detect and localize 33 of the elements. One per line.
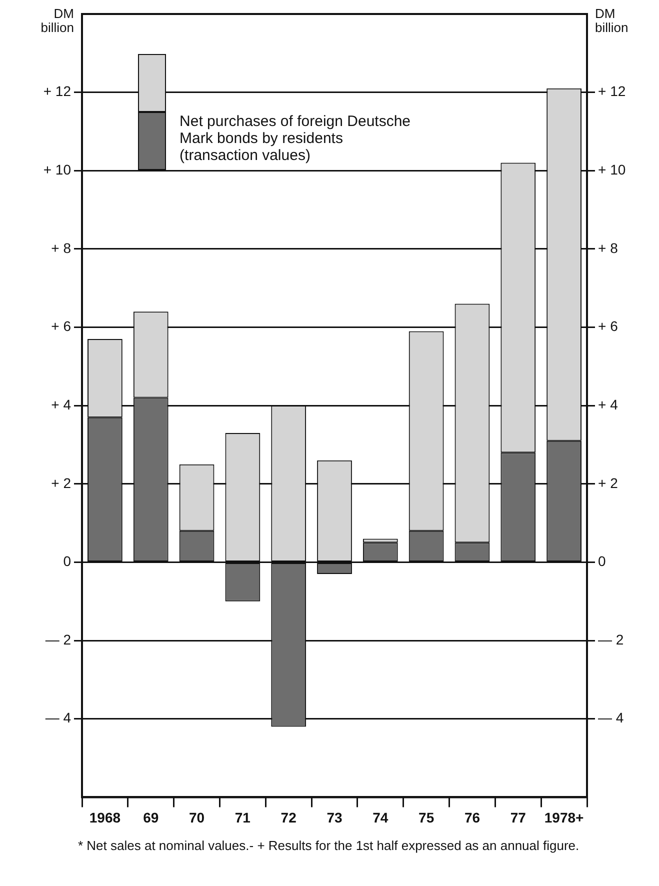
y2-tick-label: 0	[598, 553, 606, 570]
y-tick-label: + 8	[51, 240, 72, 256]
y2-tick-label: + 12	[598, 83, 626, 100]
y-tick-label: — 4	[45, 710, 72, 726]
y2-tick-label: — 4	[598, 710, 624, 726]
y-tick-label: + 2	[51, 474, 72, 491]
y-tick-label: + 4	[51, 396, 72, 412]
text: * Net sales at nominal values.- + Results for the 1st half expressed as an annual figure.	[78, 838, 580, 853]
x-tick-label: 73	[326, 809, 342, 826]
text: Net purchases of foreign Deutsche Mark bonds by residents (transaction values)	[180, 113, 412, 164]
x-tick-label: 76	[464, 809, 480, 826]
y-tick-label: + 10	[43, 162, 72, 178]
y-tick-label: 0	[63, 553, 72, 570]
x-tick-label: 70	[188, 809, 205, 826]
y2-tick-label: + 10	[598, 162, 626, 178]
y-axis-title: DM billion	[40, 6, 74, 36]
y2-tick-label: + 4	[598, 396, 618, 412]
x-tick-label: 1978+	[544, 809, 584, 826]
y2-tick-label: + 8	[598, 240, 618, 256]
y-tick-label: + 6	[51, 318, 72, 334]
x-tick-label: 72	[280, 809, 297, 826]
y2-tick-label: — 2	[598, 631, 624, 648]
y2-axis-title: DM billion	[595, 6, 628, 36]
y2-tick-label: + 2	[598, 474, 618, 491]
y2-tick-label: + 6	[598, 318, 618, 334]
x-tick-label: 75	[418, 809, 434, 826]
x-tick-label: 74	[372, 809, 388, 826]
x-tick-label: 71	[234, 809, 251, 826]
y-tick-label: + 12	[43, 83, 72, 100]
x-tick-label: 1968	[89, 809, 121, 826]
y-tick-label: — 2	[45, 631, 72, 648]
x-tick-label: 69	[143, 809, 159, 826]
x-tick-label: 77	[510, 809, 526, 826]
